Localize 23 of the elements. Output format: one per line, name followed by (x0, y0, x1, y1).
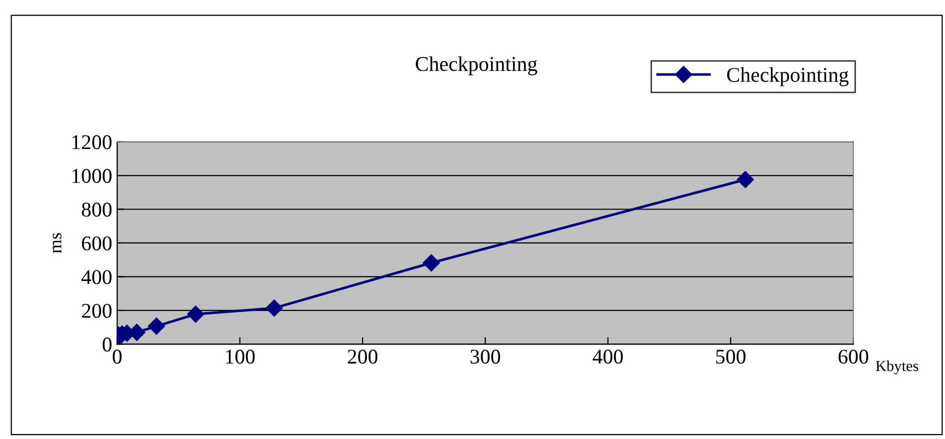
x-tick-label: 600 (838, 350, 868, 364)
point (736, 171, 754, 188)
y-tick-label: 1200 (72, 135, 112, 150)
point (148, 318, 165, 335)
x-tick-label: 300 (470, 350, 500, 364)
point (266, 300, 283, 317)
y-axis-title: ms (52, 233, 62, 254)
x-tick-label: 500 (716, 350, 746, 364)
point (422, 254, 440, 272)
legend-label: Checkpointing (727, 67, 849, 86)
y-tick-label: 0 (102, 338, 112, 352)
y-tick-label: 1000 (72, 168, 112, 183)
x-axis-title: Kbytes (876, 360, 918, 374)
chart-title: Checkpointing (416, 56, 538, 76)
x-tick-label: 200 (348, 350, 378, 364)
y-tick-label: 600 (82, 236, 112, 250)
y-tick-label: 400 (81, 270, 112, 284)
point (187, 306, 204, 323)
x-tick-label: 400 (592, 350, 623, 364)
x-tick-label: 0 (112, 350, 122, 364)
x-tick-label: 100 (226, 350, 255, 364)
y-tick-label: 200 (82, 304, 112, 318)
y-tick-label: 800 (82, 202, 112, 217)
